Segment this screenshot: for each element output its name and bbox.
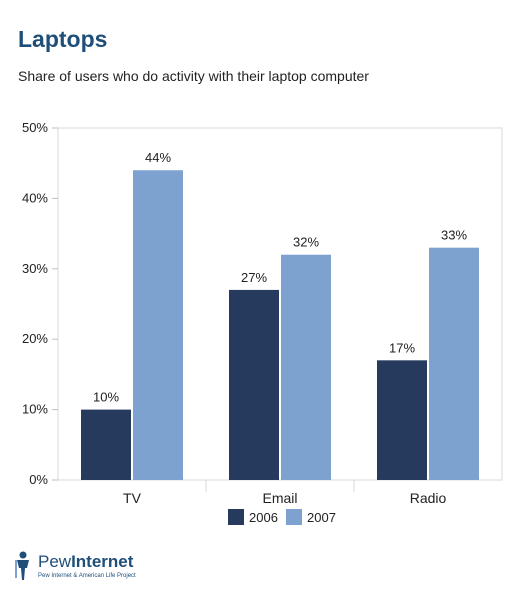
- bar-2007: [281, 254, 331, 480]
- legend-swatch-2007: [286, 509, 302, 525]
- logo-name-pew: Pew: [38, 552, 72, 571]
- logo-name-internet: Internet: [71, 552, 134, 571]
- y-tick-label: 40%: [22, 190, 48, 205]
- y-tick-label: 0%: [29, 472, 48, 487]
- data-label: 32%: [293, 235, 319, 250]
- chart-title: Laptops: [18, 26, 108, 52]
- chart-subtitle: Share of users who do activity with thei…: [18, 68, 369, 84]
- y-tick-label: 30%: [22, 261, 48, 276]
- bar-2006: [229, 289, 279, 480]
- data-label: 10%: [93, 390, 119, 405]
- bar-chart: 0% 10% 20% 30% 40% 50% 10% 44% TV 27% 32% Email 17% 3…: [22, 120, 503, 525]
- data-label: 17%: [389, 340, 415, 355]
- legend-swatch-2006: [228, 509, 244, 525]
- x-tick-label: TV: [123, 490, 142, 506]
- x-tick-label: Radio: [410, 490, 447, 506]
- data-label: 27%: [241, 270, 267, 285]
- data-label: 33%: [441, 228, 467, 243]
- y-tick-label: 50%: [22, 120, 48, 135]
- bar-2007: [133, 170, 183, 481]
- pew-internet-logo: PewInternet Pew Internet & American Life…: [14, 548, 214, 588]
- person-icon: [15, 551, 29, 580]
- legend-label: 2007: [307, 510, 336, 525]
- y-tick-label: 20%: [22, 331, 48, 346]
- bar-2006: [81, 409, 131, 480]
- y-tick-label: 10%: [22, 402, 48, 417]
- legend-label: 2006: [249, 510, 278, 525]
- logo-tagline: Pew Internet & American Life Project: [38, 573, 136, 579]
- bar-2006: [377, 360, 427, 480]
- bar-2007: [429, 247, 479, 480]
- data-label: 44%: [145, 150, 171, 165]
- plot-frame: [57, 127, 503, 481]
- x-tick-label: Email: [262, 490, 297, 506]
